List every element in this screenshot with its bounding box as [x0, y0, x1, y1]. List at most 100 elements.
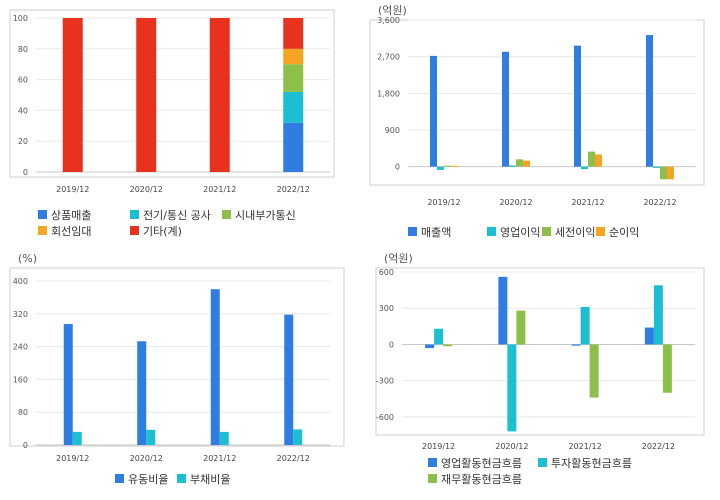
bar — [644, 327, 654, 345]
x-tick-label: 2020/12 — [495, 442, 528, 451]
legend-swatch — [115, 474, 124, 483]
bar — [434, 328, 444, 345]
income-chart: (억원) 0 900 1,800 2,700 3,600 2019/12 2020/12 202… — [369, 4, 705, 239]
x-tick-label: 2022/12 — [643, 198, 676, 207]
bar — [451, 165, 458, 167]
legend-label: 영업활동현금흐름 — [441, 456, 522, 470]
legend-label: 전기/통신 공사 — [143, 209, 211, 222]
x-tick-label: 2022/12 — [642, 442, 675, 451]
sales-mix-chart: 0 20 40 60 80 100 2019/12 2020/12 2021/12 2022/12… — [9, 9, 335, 238]
bar — [653, 285, 663, 345]
legend-label: 투자활동현금흐름 — [551, 456, 632, 470]
bar — [210, 289, 220, 445]
bar — [63, 324, 73, 445]
legend-swatch — [596, 227, 605, 236]
plot-frame — [375, 267, 705, 436]
income-chart-panel: (억원) 0 900 1,800 2,700 3,600 2019/12 2020/12 202… — [360, 0, 720, 248]
bar — [444, 165, 451, 167]
cashflow-chart: (억원) -600 -300 0 300 600 2019/12 2020/12 2021/12… — [375, 252, 705, 486]
legend-swatch — [130, 210, 139, 219]
plot-frame — [369, 19, 705, 186]
legend-label: 순이익 — [609, 226, 639, 239]
bar — [516, 310, 526, 345]
legend-label: 기타(계) — [143, 225, 182, 238]
x-tick-label: 2021/12 — [203, 185, 236, 194]
x-tick-label: 2022/12 — [277, 185, 310, 194]
bar — [498, 276, 508, 345]
bar — [62, 18, 83, 172]
x-tick-label: 2020/12 — [130, 185, 163, 194]
bar — [72, 431, 82, 445]
x-tick-label: 2019/12 — [422, 442, 455, 451]
bar — [146, 429, 156, 445]
legend-label: 부채비율 — [190, 473, 230, 486]
bar — [571, 344, 581, 346]
x-tick-label: 2020/12 — [130, 454, 163, 463]
y-tick-label: 40 — [18, 106, 28, 115]
y-tick-label: 20 — [18, 137, 28, 146]
bar — [589, 344, 599, 398]
bar — [581, 166, 588, 170]
legend-swatch — [542, 227, 551, 236]
legend-swatch — [222, 210, 231, 219]
bar — [523, 160, 530, 167]
y-tick-label: 400 — [13, 277, 28, 286]
y-tick-label: 0 — [389, 340, 394, 349]
x-tick-label: 2021/12 — [203, 454, 236, 463]
bar — [284, 314, 294, 445]
legend-swatch — [408, 227, 417, 236]
legend-swatch — [38, 210, 47, 219]
legend-swatch — [487, 227, 496, 236]
legend-label: 영업이익 — [500, 226, 540, 239]
legend-label: 유동비율 — [128, 473, 168, 486]
unit-label: (억원) — [384, 252, 413, 265]
y-tick-label: 1,800 — [377, 89, 400, 98]
bar — [430, 55, 437, 167]
legend-label: 상품매출 — [51, 209, 91, 222]
bar — [283, 91, 304, 123]
cashflow-chart-panel: (억원) -600 -300 0 300 600 2019/12 2020/12 2021/12… — [360, 248, 720, 496]
x-tick-label: 2019/12 — [56, 454, 89, 463]
legend-swatch — [538, 458, 547, 467]
legend-swatch — [38, 226, 47, 235]
bar — [425, 344, 435, 349]
legend-label: 세전이익 — [555, 226, 595, 239]
legend-label: 재무활동현금흐름 — [441, 472, 522, 486]
y-tick-label: 80 — [18, 408, 28, 417]
bar — [283, 122, 304, 172]
x-tick-label: 2019/12 — [427, 198, 460, 207]
y-tick-label: 2,700 — [377, 53, 400, 62]
bar — [574, 45, 581, 167]
bar — [653, 166, 660, 168]
unit-label: (%) — [18, 252, 37, 265]
y-tick-label: 3,600 — [377, 16, 400, 25]
legend-label: 시내부가통신 — [235, 209, 296, 222]
x-tick-label: 2022/12 — [277, 454, 310, 463]
bar — [283, 18, 304, 49]
bar — [293, 429, 303, 445]
bar — [443, 344, 453, 347]
bar — [660, 166, 667, 180]
y-tick-label: 0 — [395, 163, 400, 172]
y-tick-label: 80 — [18, 45, 28, 54]
bar — [646, 35, 653, 167]
x-tick-label: 2021/12 — [569, 442, 602, 451]
bar — [219, 431, 229, 445]
legend-swatch — [428, 474, 437, 483]
y-tick-label: 160 — [13, 375, 28, 384]
bar — [283, 64, 304, 92]
sales-mix-chart-panel: 0 20 40 60 80 100 2019/12 2020/12 2021/12 2022/12… — [0, 0, 360, 248]
y-tick-label: 240 — [13, 343, 28, 352]
bar — [137, 341, 147, 445]
bar — [437, 166, 444, 170]
y-tick-label: 300 — [379, 304, 394, 313]
bar — [136, 18, 157, 172]
bar — [588, 151, 595, 167]
x-tick-label: 2020/12 — [499, 198, 532, 207]
bar — [507, 344, 517, 432]
legend-swatch — [428, 458, 437, 467]
y-tick-label: 0 — [23, 441, 28, 450]
y-tick-label: -600 — [376, 413, 394, 422]
y-tick-label: 900 — [385, 126, 400, 135]
bar — [595, 154, 602, 167]
